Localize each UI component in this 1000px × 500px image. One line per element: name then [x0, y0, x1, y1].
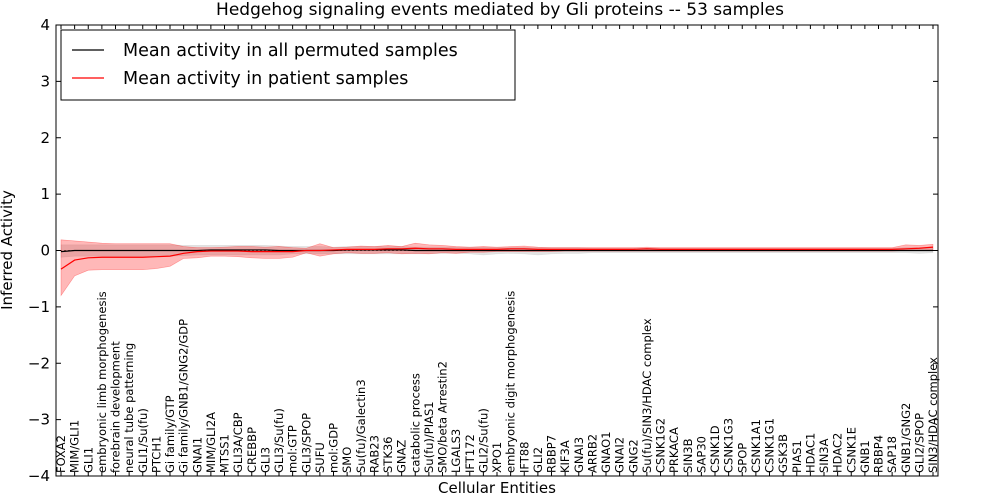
x-category-label: GNAI3 [572, 437, 586, 473]
y-tick-label: −3 [28, 411, 50, 429]
x-category-label: SIN3B [681, 438, 695, 473]
y-axis: −4 −3 −2 −1 0 1 2 3 4 [28, 16, 938, 485]
series-line-permuted [60, 249, 933, 253]
x-category-label: SIN3/HDAC complex [926, 357, 940, 473]
x-category-label: GLI1 [81, 447, 95, 473]
x-category-label: Gi family/GNB1/GNG2/GDP [177, 319, 191, 473]
legend-label-patient: Mean activity in patient samples [123, 69, 408, 89]
y-tick-label: 2 [40, 129, 50, 147]
x-category-label: GLI2/SPOP [912, 413, 926, 473]
x-category-label: STK36 [381, 437, 395, 474]
x-category-label: GNAI2 [613, 437, 627, 473]
x-category-label: PIAS1 [790, 440, 804, 473]
x-category-label: GLI3/SPOP [299, 413, 313, 473]
x-category-label: Su(fu)/SIN3/HDAC complex [640, 318, 654, 473]
x-category-label: XPO1 [490, 442, 504, 473]
x-category-label: CSNK1A1 [749, 419, 763, 473]
y-tick-label: 0 [40, 242, 50, 260]
y-tick-label: 1 [40, 185, 50, 203]
x-category-label: catabolic process [408, 373, 422, 473]
x-category-label: Gi family/GTP [163, 395, 177, 473]
y-tick-label: −1 [28, 298, 50, 316]
x-axis-label: Cellular Entities [438, 479, 556, 497]
x-category-label: CSNK1G2 [654, 418, 668, 473]
x-category-label: embryonic digit morphogenesis [504, 291, 518, 473]
x-category-label: GNAZ [395, 440, 409, 473]
x-category-label: SPOP [735, 443, 749, 473]
x-axis-categories: FOXA2 MIM/GLI1 GLI1 embryonic limb morphoge… [54, 25, 940, 476]
x-category-label: CSNK1G1 [763, 418, 777, 473]
x-category-label: GLI3 [258, 447, 272, 473]
x-category-label: CREBBP [245, 427, 259, 473]
y-tick-label: 3 [40, 72, 50, 90]
x-category-label: GSK3B [776, 434, 790, 473]
x-category-label: SIN3A [817, 438, 831, 473]
x-category-label: SAP18 [885, 436, 899, 473]
legend: Mean activity in all permuted samples Me… [60, 29, 516, 101]
x-category-label: ARRB2 [585, 434, 599, 473]
x-category-label: GNB1/GNG2 [899, 403, 913, 473]
x-category-label: neural tube patterning [122, 343, 136, 473]
x-category-label: mol:GTP [286, 425, 300, 473]
x-category-label: RBBP7 [545, 435, 559, 473]
plot-area [56, 239, 938, 297]
x-category-label: mol:GDP [327, 423, 341, 473]
x-category-label: HDAC1 [803, 433, 817, 473]
x-category-label: LGALS3 [449, 429, 463, 473]
series-line-patient [60, 246, 934, 270]
y-tick-label: −2 [28, 354, 50, 372]
x-category-label: GNAO1 [599, 431, 613, 473]
x-category-label: Su(fu)/Galectin3 [354, 379, 368, 473]
chart-title: Hedgehog signaling events mediated by Gl… [216, 0, 784, 20]
x-category-label: RBBP4 [872, 435, 886, 473]
x-category-label: CSNK1G3 [722, 418, 736, 473]
x-category-label: SAP30 [694, 436, 708, 473]
x-category-label: CSNK1E [844, 427, 858, 473]
x-category-label: GLI2/Su(fu) [476, 408, 490, 473]
x-category-label: HDAC2 [831, 433, 845, 473]
x-category-label: embryonic limb morphogenesis [95, 291, 109, 473]
legend-label-permuted: Mean activity in all permuted samples [123, 41, 458, 61]
x-category-label: MIM/GLI2A [204, 412, 218, 473]
x-category-label: KIF3A [558, 440, 572, 473]
x-category-label: IFT172 [463, 434, 477, 473]
x-category-label: MIM/GLI1 [68, 420, 82, 473]
x-category-label: SMO [340, 447, 354, 473]
x-category-label: GLI3/Su(fu) [272, 408, 286, 473]
y-tick-label: 4 [40, 16, 50, 34]
x-category-label: PRKACA [667, 427, 681, 473]
legend-box [60, 29, 516, 101]
x-category-label: GLI2 [531, 447, 545, 473]
x-category-label: GLI3A/CBP [231, 412, 245, 473]
y-axis-label: Inferred Activity [0, 190, 16, 310]
x-category-label: RAB23 [367, 435, 381, 473]
x-category-label: FOXA2 [54, 435, 68, 473]
x-category-label: Su(fu)/PIAS1 [422, 401, 436, 473]
x-category-label: SUFU [313, 442, 327, 473]
x-category-label: forebrain development [109, 341, 123, 473]
x-category-label: SMO/beta Arrestin2 [436, 361, 450, 473]
x-category-label: PTCH1 [149, 436, 163, 473]
x-category-label: GLI1/Su(fu) [136, 408, 150, 473]
x-category-label: GNAI1 [190, 437, 204, 473]
x-category-label: GNB1 [858, 440, 872, 473]
x-category-label: CSNK1D [708, 425, 722, 473]
x-category-label: GNG2 [626, 439, 640, 473]
x-category-label: IFT88 [517, 442, 531, 473]
band-patient [60, 239, 934, 297]
y-tick-label: −4 [28, 467, 50, 485]
x-category-label: MTSS1 [218, 434, 232, 473]
